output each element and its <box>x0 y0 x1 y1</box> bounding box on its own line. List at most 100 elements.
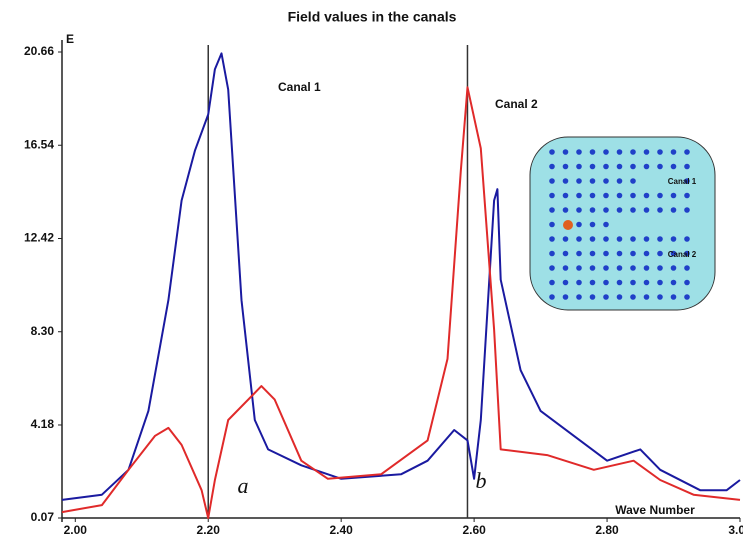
inset-dot <box>603 294 609 300</box>
inset-dot <box>616 192 623 199</box>
inset-dot <box>643 279 650 286</box>
inset-dot <box>589 236 596 242</box>
inset-dot <box>630 207 636 213</box>
x-axis-label: Wave Number <box>615 503 695 517</box>
inset-dot <box>549 192 555 199</box>
inset-dot <box>684 236 690 242</box>
inset-label: Canal 2 <box>668 250 697 259</box>
inset-dot <box>589 163 596 170</box>
inset-panel <box>529 136 716 311</box>
inset-dot <box>562 279 569 286</box>
y-tick-label: 8.30 <box>31 324 55 338</box>
inset-dot <box>603 236 609 242</box>
inset-dot <box>616 178 623 184</box>
inset-dot <box>657 236 663 242</box>
inset-dot <box>603 178 609 184</box>
inset-dot <box>684 250 690 257</box>
inset-dot <box>576 250 582 257</box>
y-tick-label: 0.07 <box>31 510 55 524</box>
inset-dot <box>549 163 555 170</box>
inset-dots <box>549 149 690 300</box>
series-line <box>61 86 741 519</box>
inset-dot <box>670 236 677 242</box>
inset-dot <box>616 236 623 242</box>
inset-dot <box>603 279 609 286</box>
inset-dot <box>562 250 569 257</box>
inset-dot <box>576 294 582 300</box>
x-tick-label: 2.00 <box>64 523 88 537</box>
inset-dot <box>549 250 555 257</box>
y-tick-label: 4.18 <box>31 417 55 431</box>
inset-dot <box>576 163 582 170</box>
x-tick-label: 2.80 <box>595 523 619 537</box>
inset-dot <box>670 207 677 213</box>
inset-dot <box>616 294 623 300</box>
inset-dot <box>657 250 663 257</box>
inset-dot <box>576 265 582 271</box>
inset-dot <box>589 294 596 300</box>
inset-dot <box>630 163 636 170</box>
inset-dot <box>616 163 623 170</box>
inset-dot <box>643 207 650 213</box>
inset-dot <box>576 221 582 228</box>
inset-dot <box>589 192 596 199</box>
inset-dot <box>603 250 609 257</box>
inset-dot <box>576 178 582 184</box>
inset-dot <box>603 163 609 170</box>
inset-dot <box>589 250 596 257</box>
annotation: a <box>238 473 249 498</box>
inset-dot <box>630 178 636 184</box>
inset-dot <box>657 192 663 199</box>
annotation: Canal 2 <box>495 97 538 111</box>
inset-dot <box>643 163 650 170</box>
inset-dot <box>657 207 663 213</box>
inset-dot <box>684 294 690 300</box>
annotation: Canal 1 <box>278 80 321 94</box>
inset-dot <box>562 178 569 184</box>
inset-dot <box>549 178 555 184</box>
inset-dot <box>657 265 663 271</box>
inset-dot <box>589 178 596 184</box>
inset-dot <box>643 149 650 155</box>
x-tick-label: 3.00 <box>728 523 743 537</box>
inset-dot <box>576 279 582 286</box>
inset-dot <box>670 250 677 257</box>
inset-dot <box>616 250 623 257</box>
inset-dot <box>562 265 569 271</box>
x-tick-label: 2.60 <box>462 523 486 537</box>
inset-dot <box>562 163 569 170</box>
annotation: b <box>476 468 487 493</box>
inset-dot <box>562 149 569 155</box>
inset-dot <box>576 207 582 213</box>
inset-dot <box>589 149 596 155</box>
inset-dot <box>616 279 623 286</box>
inset-dot <box>684 192 690 199</box>
inset-dot <box>603 207 609 213</box>
inset-dot <box>684 265 690 271</box>
inset-dot <box>549 265 555 271</box>
inset-dot <box>670 192 677 199</box>
inset-dot <box>630 236 636 242</box>
inset-dot <box>670 294 677 300</box>
inset-dot <box>549 236 555 242</box>
inset-dot <box>643 192 650 199</box>
inset-dot <box>562 236 569 242</box>
inset-dot <box>630 250 636 257</box>
inset-label: Canal 1 <box>668 177 697 186</box>
x-tick-label: 2.20 <box>197 523 221 537</box>
inset-dot <box>684 279 690 286</box>
inset-dot <box>616 207 623 213</box>
inset-dot <box>630 192 636 199</box>
inset-dot <box>562 207 569 213</box>
inset-dot <box>603 221 609 228</box>
inset-dot <box>589 221 596 228</box>
inset-dot <box>589 265 596 271</box>
inset-dot <box>603 265 609 271</box>
inset-dot <box>549 279 555 286</box>
chart-title: Field values in the canals <box>288 9 457 25</box>
inset-dot <box>562 192 569 199</box>
x-tick-label: 2.40 <box>329 523 353 537</box>
inset-dot <box>657 163 663 170</box>
inset-dot <box>549 221 555 228</box>
